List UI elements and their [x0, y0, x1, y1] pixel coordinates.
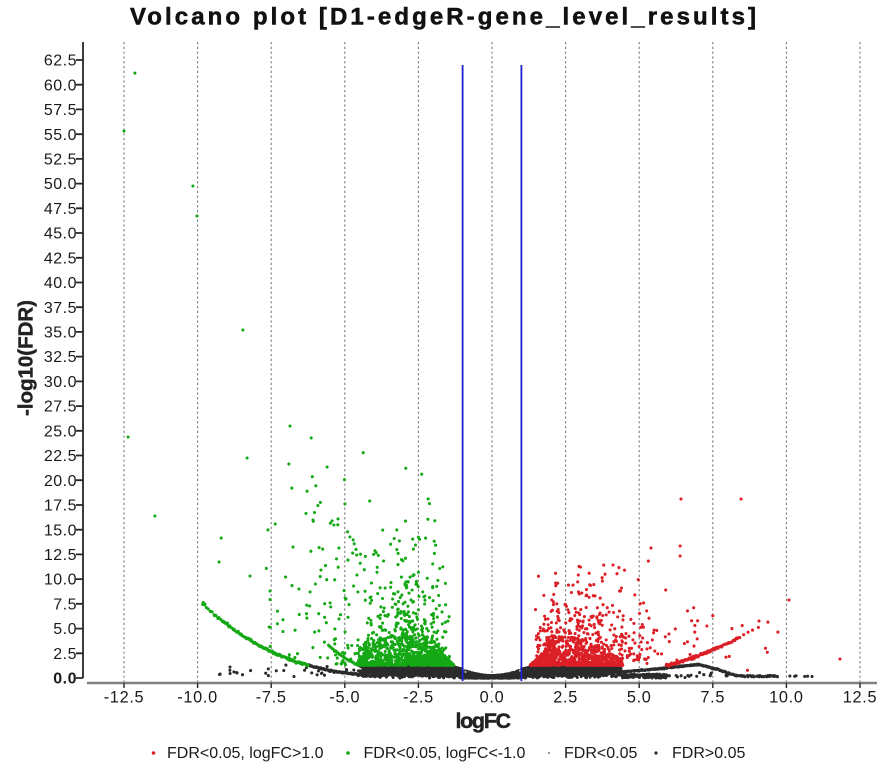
- svg-text:25.0: 25.0: [44, 423, 77, 440]
- svg-text:37.5: 37.5: [44, 300, 77, 317]
- svg-text:2.5: 2.5: [553, 689, 578, 707]
- svg-text:47.5: 47.5: [44, 201, 77, 218]
- svg-text:12.5: 12.5: [44, 547, 77, 564]
- svg-text:42.5: 42.5: [44, 250, 77, 267]
- svg-text:2.5: 2.5: [53, 646, 77, 663]
- svg-text:Volcano plot [D1-edgeR-gene_le: Volcano plot [D1-edgeR-gene_level_result…: [130, 4, 756, 31]
- svg-text:-10.0: -10.0: [177, 689, 218, 707]
- svg-text:20.0: 20.0: [44, 473, 77, 490]
- svg-text:-7.5: -7.5: [256, 689, 287, 707]
- svg-text:17.5: 17.5: [44, 498, 77, 515]
- svg-text:FDR<0.05: FDR<0.05: [564, 745, 637, 762]
- svg-text:0.0: 0.0: [53, 671, 77, 688]
- svg-text:35.0: 35.0: [44, 325, 77, 342]
- svg-text:55.0: 55.0: [44, 127, 77, 144]
- svg-text:30.0: 30.0: [44, 374, 77, 391]
- svg-text:FDR>0.05: FDR>0.05: [672, 745, 745, 762]
- svg-text:45.0: 45.0: [44, 226, 77, 243]
- svg-text:50.0: 50.0: [44, 176, 77, 193]
- svg-text:logFC: logFC: [456, 709, 512, 733]
- svg-text:5.0: 5.0: [627, 689, 652, 707]
- svg-text:-5.0: -5.0: [329, 689, 360, 707]
- svg-text:7.5: 7.5: [53, 596, 77, 613]
- svg-text:40.0: 40.0: [44, 275, 77, 292]
- svg-text:57.5: 57.5: [44, 102, 77, 119]
- svg-text:22.5: 22.5: [44, 448, 77, 465]
- svg-text:12.5: 12.5: [843, 689, 878, 707]
- svg-text:5.0: 5.0: [53, 621, 77, 638]
- svg-text:15.0: 15.0: [44, 522, 77, 539]
- svg-text:0.0: 0.0: [480, 689, 505, 707]
- svg-text:FDR<0.05, logFC<-1.0: FDR<0.05, logFC<-1.0: [364, 745, 526, 762]
- svg-text:-2.5: -2.5: [403, 689, 434, 707]
- svg-text:52.5: 52.5: [44, 152, 77, 169]
- svg-text:-12.5: -12.5: [104, 689, 145, 707]
- svg-text:62.5: 62.5: [44, 53, 77, 70]
- svg-text:FDR<0.05, logFC>1.0: FDR<0.05, logFC>1.0: [167, 745, 324, 762]
- svg-text:27.5: 27.5: [44, 399, 77, 416]
- svg-text:60.0: 60.0: [44, 77, 77, 94]
- svg-text:7.5: 7.5: [700, 689, 725, 707]
- svg-text:-log10(FDR): -log10(FDR): [14, 300, 37, 416]
- svg-text:10.0: 10.0: [769, 689, 804, 707]
- svg-text:10.0: 10.0: [44, 572, 77, 589]
- svg-text:32.5: 32.5: [44, 349, 77, 366]
